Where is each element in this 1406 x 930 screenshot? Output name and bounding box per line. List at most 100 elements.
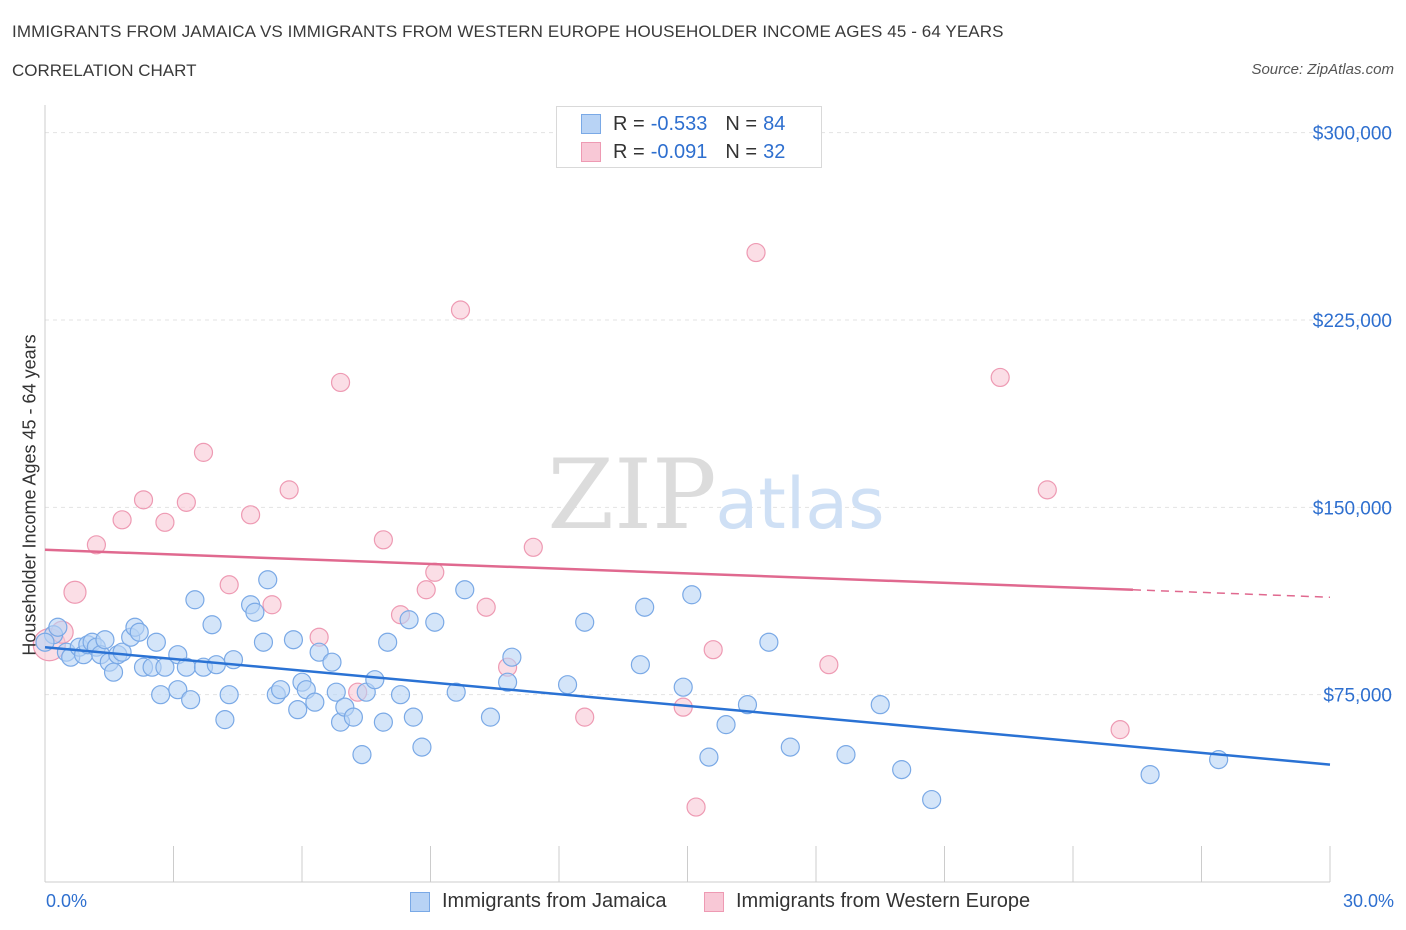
- jamaica-point: [630, 655, 650, 675]
- jamaica-swatch: [581, 114, 601, 134]
- western-europe-swatch: [581, 142, 601, 162]
- western-europe-point: [523, 537, 543, 557]
- jamaica-point: [103, 662, 124, 682]
- western-europe-point: [450, 300, 471, 320]
- jamaica-point: [412, 737, 432, 757]
- jamaica-point: [258, 570, 278, 590]
- x-tick-label-min: 0.0%: [46, 891, 88, 911]
- western-europe-point: [746, 242, 766, 263]
- western-europe-point: [373, 530, 393, 550]
- jamaica-point: [836, 745, 856, 765]
- chart-subtitle: CORRELATION CHART: [12, 61, 197, 80]
- jamaica-point: [498, 672, 518, 692]
- jamaica-point: [1140, 764, 1160, 785]
- jamaica-point: [288, 700, 308, 720]
- source-label: Source: ZipAtlas.com: [1251, 61, 1394, 78]
- jamaica-point: [737, 695, 758, 715]
- western-europe-point: [476, 597, 496, 617]
- jamaica-point: [673, 677, 693, 697]
- western-europe-trend-extension: [1132, 589, 1331, 599]
- legend-label-western-europe: Immigrants from Western Europe: [736, 890, 1031, 912]
- legend-swatch-western-europe: [704, 891, 724, 912]
- series-legend: Immigrants from Jamaica Immigrants from …: [0, 890, 1406, 916]
- y-tick-label: $150,000: [1313, 498, 1392, 519]
- western-europe-point: [686, 797, 706, 817]
- western-europe-trend-line: [44, 548, 1134, 592]
- jamaica-point: [168, 680, 188, 700]
- jamaica-point: [759, 632, 779, 652]
- legend-label-jamaica: Immigrants from Jamaica: [442, 890, 667, 912]
- western-europe-point: [703, 640, 723, 660]
- y-tick-label: $75,000: [1323, 686, 1392, 707]
- western-europe-point: [416, 580, 436, 600]
- axes: [44, 105, 1331, 883]
- jamaica-point: [373, 712, 393, 732]
- chart-title: IMMIGRANTS FROM JAMAICA VS IMMIGRANTS FR…: [12, 22, 1004, 41]
- jamaica-point: [283, 630, 304, 650]
- jamaica-point: [575, 612, 595, 632]
- western-europe-point: [86, 535, 107, 555]
- jamaica-point: [129, 622, 149, 642]
- jamaica-r-value: -0.533: [650, 112, 708, 135]
- jamaica-point: [699, 747, 719, 767]
- western-europe-point: [241, 505, 261, 525]
- jamaica-point: [446, 682, 466, 702]
- western-europe-point: [819, 655, 839, 675]
- jamaica-point: [305, 692, 325, 712]
- legend-swatch-jamaica: [410, 891, 430, 912]
- jamaica-point: [892, 760, 912, 780]
- western-europe-point: [330, 372, 351, 393]
- jamaica-point: [270, 680, 291, 700]
- jamaica-point: [390, 685, 411, 705]
- western-europe-point: [193, 442, 214, 462]
- western-europe-point: [176, 492, 196, 512]
- jamaica-point: [425, 612, 445, 632]
- we-n-value: 32: [763, 140, 786, 163]
- jamaica-point: [146, 632, 166, 652]
- jamaica-point: [95, 630, 115, 650]
- western-europe-point: [133, 490, 154, 510]
- jamaica-n-value: 84: [763, 112, 786, 135]
- jamaica-point: [215, 710, 235, 730]
- y-tick-label: $225,000: [1313, 311, 1392, 332]
- western-europe-point: [990, 367, 1010, 388]
- trend-lines: [44, 548, 1331, 766]
- jamaica-point: [682, 585, 702, 605]
- jamaica-point: [151, 685, 171, 705]
- stats-row-western-europe: R = -0.091 N = 32: [581, 140, 785, 164]
- jamaica-point: [365, 670, 385, 690]
- jamaica-point: [635, 597, 655, 617]
- jamaica-r-label: R =: [613, 112, 645, 135]
- jamaica-point: [480, 707, 501, 727]
- y-tick-labels: $75,000 $150,000 $225,000 $300,000: [1313, 124, 1392, 707]
- jamaica-point: [48, 617, 68, 637]
- we-n-label: N =: [725, 140, 758, 163]
- jamaica-point: [455, 580, 475, 600]
- stats-legend: R = -0.533 N = 84 R = -0.091 N = 32: [556, 106, 822, 168]
- jamaica-point: [322, 652, 342, 672]
- jamaica-point: [253, 632, 274, 652]
- western-europe-point: [262, 595, 282, 615]
- legend-item-jamaica: Immigrants from Jamaica: [410, 890, 667, 913]
- jamaica-point: [922, 789, 942, 810]
- stats-row-jamaica: R = -0.533 N = 84: [581, 112, 785, 136]
- jamaica-point: [557, 675, 578, 695]
- jamaica-point: [206, 655, 226, 675]
- jamaica-trend-line: [44, 645, 1331, 766]
- western-europe-point: [1037, 480, 1057, 500]
- jamaica-point: [378, 632, 398, 652]
- jamaica-n-label: N =: [725, 112, 758, 135]
- jamaica-point: [181, 690, 201, 710]
- jamaica-point: [870, 695, 890, 715]
- jamaica-point: [352, 745, 372, 765]
- western-europe-point: [575, 707, 595, 727]
- jamaica-point: [399, 610, 419, 630]
- western-europe-point: [63, 580, 87, 604]
- western-europe-point: [155, 512, 175, 532]
- watermark-atlas: atlas: [715, 463, 884, 545]
- western-europe-point: [112, 510, 132, 530]
- we-r-label: R =: [613, 140, 645, 163]
- jamaica-point: [245, 602, 265, 622]
- y-tick-label: $300,000: [1313, 124, 1392, 145]
